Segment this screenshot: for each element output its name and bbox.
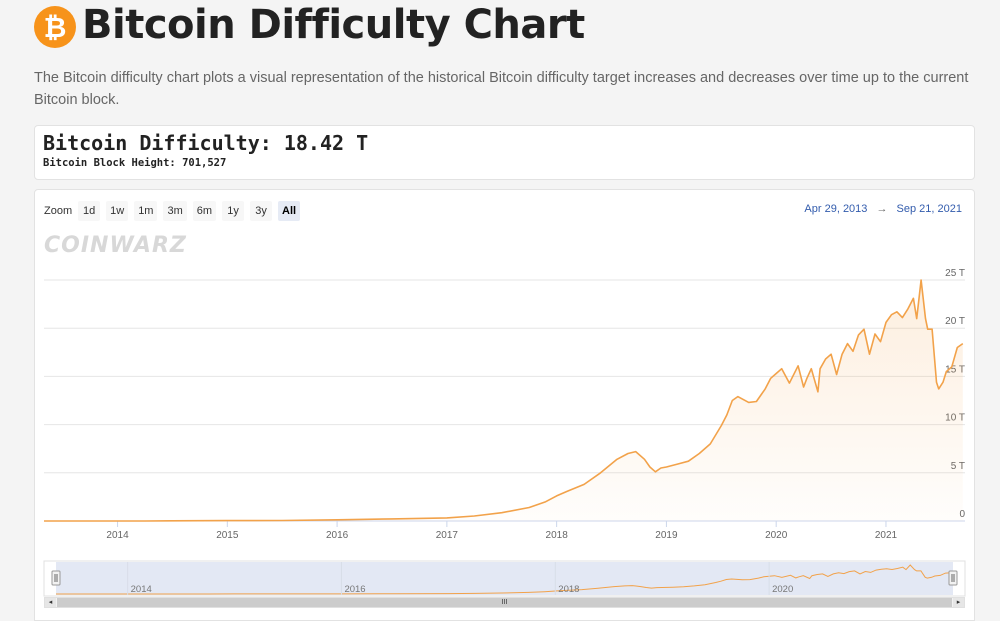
x-tick-label: 2020 — [765, 530, 788, 541]
zoom-button-1w[interactable]: 1w — [106, 201, 129, 221]
x-tick-label: 2018 — [546, 530, 569, 541]
bitcoin-icon: ₿ — [34, 6, 76, 48]
zoom-controls: Zoom 1d 1w 1m 3m 6m 1y 3y All — [44, 201, 306, 221]
x-tick-label: 2017 — [436, 530, 459, 541]
navigator-scrollbar[interactable]: ◂ III ▸ — [44, 597, 965, 608]
range-to-date[interactable]: Sep 21, 2021 — [896, 203, 962, 215]
page-title: Bitcoin Difficulty Chart — [82, 2, 585, 48]
date-range: Apr 29, 2013 → Sep 21, 2021 — [804, 203, 962, 215]
block-height: Bitcoin Block Height: 701,527 — [43, 157, 227, 169]
navigator-label: 2014 — [131, 584, 152, 595]
scroll-right-arrow-icon[interactable]: ▸ — [953, 598, 964, 607]
coinwarz-watermark: COINWARZ — [44, 233, 187, 258]
x-tick-label: 2015 — [216, 530, 239, 541]
zoom-button-3y[interactable]: 3y — [250, 201, 273, 221]
difficulty-area — [44, 280, 963, 521]
scroll-left-arrow-icon[interactable]: ◂ — [45, 598, 56, 607]
zoom-button-3m[interactable]: 3m — [163, 201, 187, 221]
range-arrow-icon: → — [876, 203, 888, 215]
range-from-date[interactable]: Apr 29, 2013 — [804, 203, 868, 215]
navigator-handle-right[interactable] — [948, 570, 958, 586]
zoom-button-all[interactable]: All — [278, 201, 301, 221]
zoom-button-1d[interactable]: 1d — [78, 201, 101, 221]
intro-text: The Bitcoin difficulty chart plots a vis… — [34, 70, 969, 108]
navigator-handle-left[interactable] — [51, 570, 61, 586]
navigator-selection — [56, 562, 953, 595]
navigator-series-line — [56, 564, 951, 595]
navigator-label: 2018 — [558, 584, 579, 595]
zoom-button-1m[interactable]: 1m — [134, 201, 158, 221]
y-tick-label: 20 T — [945, 316, 965, 327]
difficulty-value: Bitcoin Difficulty: 18.42 T — [43, 131, 369, 155]
scrollbar-thumb[interactable]: III — [57, 598, 952, 607]
navigator-label: 2016 — [344, 584, 365, 595]
difficulty-card: Bitcoin Difficulty: 18.42 T Bitcoin Bloc… — [34, 125, 975, 180]
x-tick-label: 2014 — [106, 530, 129, 541]
x-tick-label: 2019 — [655, 530, 678, 541]
x-tick-label: 2016 — [326, 530, 349, 541]
zoom-button-6m[interactable]: 6m — [192, 201, 217, 221]
x-tick-label: 2021 — [875, 530, 898, 541]
navigator-label: 2020 — [772, 584, 793, 595]
zoom-label: Zoom — [44, 205, 73, 217]
difficulty-series-line — [44, 279, 964, 522]
zoom-button-1y[interactable]: 1y — [222, 201, 245, 221]
y-tick-label: 25 T — [945, 268, 965, 279]
